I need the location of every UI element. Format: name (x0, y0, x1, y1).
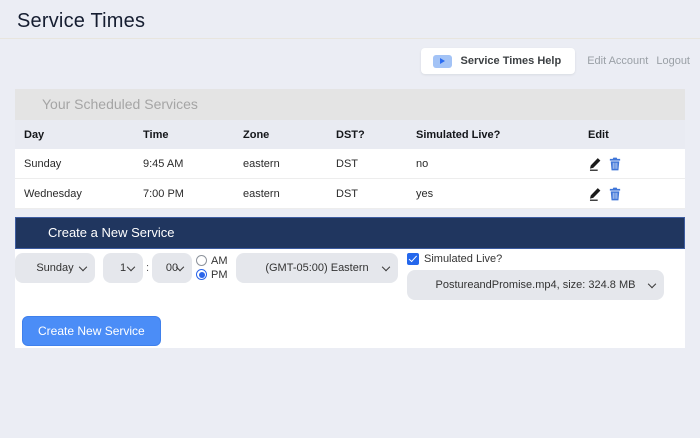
edit-pencil-icon[interactable] (588, 186, 602, 201)
edit-account-link[interactable]: Edit Account (587, 55, 649, 67)
video-file-select[interactable]: PostureandPromise.mp4, size: 324.8 MB (407, 270, 664, 300)
simulated-live-column: Simulated Live? PostureandPromise.mp4, s… (407, 252, 664, 300)
pm-radio[interactable]: PM (196, 268, 230, 281)
cell-simulated-live: yes (416, 187, 434, 200)
cell-simulated-live: no (416, 157, 429, 170)
column-header-zone: Zone (243, 128, 270, 141)
column-header-edit: Edit (588, 128, 609, 141)
video-play-icon (432, 54, 452, 68)
cell-dst: DST (336, 187, 358, 200)
cell-day: Sunday (24, 157, 62, 170)
cell-edit-actions (588, 186, 685, 201)
create-service-form: Sunday 1 : 00 AM (15, 249, 685, 348)
cell-time: 9:45 AM (143, 157, 184, 170)
time-colon: : (145, 262, 150, 274)
chevron-down-icon (381, 262, 391, 272)
table-header-row: Day Time Zone DST? Simulated Live? Edit (15, 120, 685, 149)
scheduled-services-section: Your Scheduled Services Day Time Zone DS… (15, 89, 685, 209)
create-service-header: Create a New Service (15, 217, 685, 249)
simulated-live-checkbox[interactable]: Simulated Live? (407, 252, 664, 266)
day-select-value: Sunday (36, 262, 74, 274)
cell-zone: eastern (243, 187, 280, 200)
edit-pencil-icon[interactable] (588, 156, 602, 171)
chevron-down-icon (647, 279, 657, 289)
toolbar: Service Times Help Edit Account Logout (0, 48, 690, 74)
help-button-label: Service Times Help (460, 55, 562, 67)
column-header-simulated-live: Simulated Live? (416, 128, 501, 141)
cell-zone: eastern (243, 157, 280, 170)
page: Service Times Service Times Help Edit Ac… (0, 0, 700, 348)
minute-select[interactable]: 00 (152, 253, 192, 283)
hour-select[interactable]: 1 (103, 253, 143, 283)
pm-radio-label: PM (211, 268, 228, 281)
help-button[interactable]: Service Times Help (420, 48, 576, 74)
page-title: Service Times (17, 10, 146, 32)
ampm-radio-group: AM PM (196, 253, 230, 281)
am-radio-label: AM (211, 254, 228, 267)
create-new-service-button[interactable]: Create New Service (22, 316, 161, 346)
table-row: Wednesday 7:00 PM eastern DST yes (15, 179, 685, 209)
radio-checked-icon (196, 269, 207, 280)
timezone-select[interactable]: (GMT-05:00) Eastern (236, 253, 398, 283)
play-triangle-icon (440, 58, 445, 64)
hour-select-value: 1 (119, 262, 127, 274)
cell-edit-actions (588, 156, 685, 171)
column-header-day: Day (24, 128, 45, 141)
logout-link[interactable]: Logout (656, 55, 690, 67)
column-header-time: Time (143, 128, 169, 141)
cell-day: Wednesday (24, 187, 82, 200)
checkbox-checked-icon (407, 253, 419, 265)
minute-select-value: 00 (165, 262, 179, 274)
form-row: Sunday 1 : 00 AM (15, 249, 685, 300)
column-header-dst: DST? (336, 128, 365, 141)
table-row: Sunday 9:45 AM eastern DST no (15, 149, 685, 179)
timezone-select-value: (GMT-05:00) Eastern (265, 262, 369, 274)
chevron-down-icon (126, 262, 136, 272)
scheduled-services-header: Your Scheduled Services (15, 89, 685, 120)
create-service-section: Create a New Service Sunday 1 : 00 (15, 217, 685, 348)
delete-trash-icon[interactable] (608, 186, 622, 201)
radio-unchecked-icon (196, 255, 207, 266)
delete-trash-icon[interactable] (608, 156, 622, 171)
am-radio[interactable]: AM (196, 254, 230, 267)
cell-time: 7:00 PM (143, 187, 184, 200)
simulated-live-label: Simulated Live? (424, 253, 503, 265)
cell-dst: DST (336, 157, 358, 170)
page-header: Service Times (0, 0, 700, 39)
video-file-select-value: PostureandPromise.mp4, size: 324.8 MB (435, 279, 636, 291)
day-select[interactable]: Sunday (15, 253, 95, 283)
chevron-down-icon (78, 262, 88, 272)
